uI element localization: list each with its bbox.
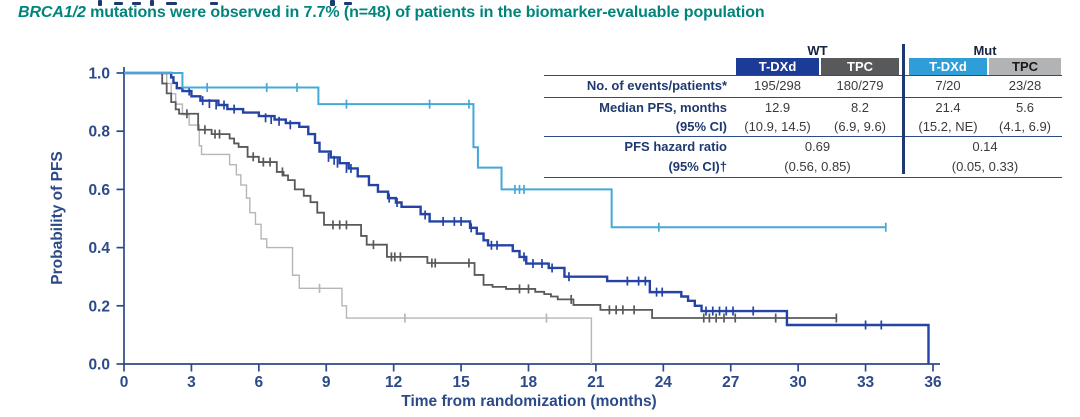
table-row-events: No. of events/patients* 195/298 180/279 … (544, 76, 1062, 98)
summary-table: WT Mut T-DXd TPC T-DXd TPC No. of events… (544, 44, 1062, 178)
y-tick-label: 0.0 (88, 357, 110, 374)
median-mut-tpc: 5.6 (4.1, 6.9) (998, 100, 1052, 134)
y-tick-label: 1.0 (88, 66, 110, 83)
events-wt-tdxd: 195/298 (754, 78, 801, 93)
clipped-heading-fragment (114, 2, 123, 5)
median-wt-tdxd: 12.9 (10.9, 14.5) (744, 100, 811, 134)
x-axis-title: Time from randomization (months) (401, 393, 656, 410)
y-tick-label: 0.8 (88, 124, 110, 141)
column-header-wt-tdxd: T-DXd (736, 58, 819, 75)
y-tick-label: 0.4 (88, 240, 110, 257)
column-header-wt-tpc: TPC (821, 58, 899, 75)
axes (116, 67, 940, 372)
series-wt-tpc (124, 72, 838, 323)
clipped-heading-fragment (132, 2, 141, 5)
clipped-heading-fragment (344, 2, 352, 5)
hr-mut: 0.14 (0.05, 0.33) (951, 139, 1019, 174)
x-tick-label: 6 (255, 374, 264, 391)
events-mut-tpc: 23/28 (1008, 78, 1042, 93)
y-tick-label: 0.2 (88, 298, 110, 315)
x-tick-label: 33 (857, 374, 875, 391)
figure-subtitle: BRCA1/2 mutations were observed in 7.7% … (18, 4, 765, 22)
table-row-median-pfs: Median PFS, months (95% CI) 12.9 (10.9, … (544, 98, 1062, 137)
clipped-heading-fragment (166, 2, 177, 5)
x-tick-label: 0 (120, 374, 129, 391)
events-wt-tpc: 180/279 (836, 78, 884, 93)
table-row-hazard-ratio: PFS hazard ratio (95% CI)† 0.69 (0.56, 0… (544, 137, 1062, 178)
table-column-header-row: T-DXd TPC T-DXd TPC (544, 58, 1062, 76)
row-label-events: No. of events/patients* (586, 78, 727, 93)
clipped-heading-fragment (150, 0, 154, 6)
series-mut-tdxd (124, 72, 887, 232)
y-tick-label: 0.6 (88, 182, 110, 199)
x-tick-label: 27 (722, 374, 739, 391)
x-tick-label: 18 (520, 374, 538, 391)
subtitle-gene: BRCA1/2 (18, 4, 86, 21)
group-header-mut: Mut (973, 43, 997, 58)
x-tick-label: 30 (790, 374, 807, 391)
wt-mut-divider (902, 44, 905, 174)
x-tick-label: 9 (322, 374, 331, 391)
median-wt-tpc: 8.2 (6.9, 9.6) (833, 100, 887, 134)
clipped-heading-fragment (98, 0, 102, 6)
group-header-wt: WT (807, 43, 828, 58)
column-header-mut-tdxd: T-DXd (909, 58, 987, 75)
clipped-heading-fragment (330, 0, 335, 6)
row-label-median: Median PFS, months (95% CI) (599, 100, 727, 134)
x-tick-label: 12 (385, 374, 402, 391)
x-tick-label: 15 (452, 374, 470, 391)
events-mut-tdxd: 7/20 (935, 78, 961, 93)
hr-wt: 0.69 (0.56, 0.85) (784, 139, 851, 174)
x-tick-label: 3 (187, 374, 196, 391)
table-group-header-row: WT Mut (544, 44, 1062, 58)
x-tick-label: 21 (587, 374, 605, 391)
y-axis-title: Probability of PFS (49, 151, 66, 284)
median-mut-tdxd: 21.4 (15.2, NE) (918, 100, 978, 134)
x-tick-label: 36 (924, 374, 942, 391)
x-tick-label: 24 (655, 374, 673, 391)
row-label-hr: PFS hazard ratio (95% CI)† (624, 139, 727, 174)
column-header-mut-tpc: TPC (989, 58, 1061, 75)
clipped-heading-fragment (210, 2, 218, 5)
series-mut-tpc (124, 72, 593, 364)
subtitle-text: mutations were observed in 7.7% (n=48) o… (85, 4, 765, 21)
